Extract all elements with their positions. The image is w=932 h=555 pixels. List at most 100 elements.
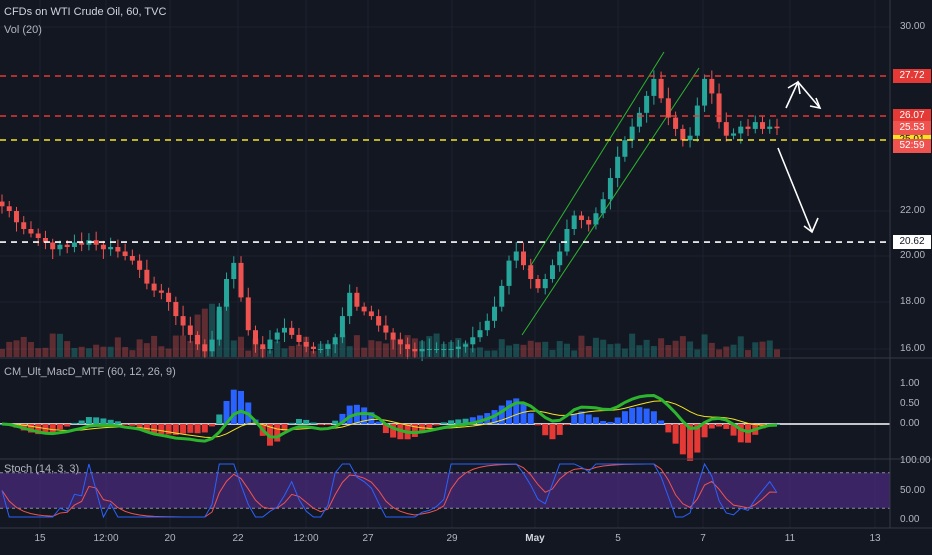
volume-bar <box>165 348 172 357</box>
volume-bar <box>571 350 578 357</box>
macd-histogram-bar <box>238 390 245 424</box>
macd-histogram-bar <box>440 422 447 424</box>
candle <box>731 133 737 136</box>
horizontal-levels <box>0 75 890 243</box>
candle <box>557 251 563 266</box>
volume-bar <box>534 342 541 357</box>
macd-histogram-bar <box>542 424 549 436</box>
candle <box>600 199 606 214</box>
candle <box>528 265 534 279</box>
macd-histogram-bar <box>498 405 505 424</box>
candle <box>129 256 135 261</box>
candle <box>180 316 186 326</box>
candle <box>318 349 324 350</box>
macd-histogram-bar <box>324 424 331 425</box>
volume-bar <box>694 349 701 357</box>
stoch-label: Stoch (14, 3, 3) <box>4 463 80 475</box>
pane-separators <box>0 0 932 529</box>
macd-histogram-bar <box>375 421 382 424</box>
macd-histogram-bar <box>665 424 672 433</box>
macd-histogram-bar <box>165 424 172 435</box>
candle <box>260 344 266 349</box>
candle <box>419 349 425 352</box>
macd-histogram-bar <box>151 424 158 434</box>
candle <box>673 117 679 129</box>
candle <box>296 334 302 342</box>
volume-bar <box>549 349 556 357</box>
volume-bar <box>672 340 679 357</box>
candle <box>622 140 628 157</box>
macd-histogram-bar <box>694 424 701 453</box>
macd-histogram-bar <box>563 424 570 425</box>
volume-bar <box>361 347 368 357</box>
macd-histogram-bar <box>107 419 114 424</box>
macd-histogram-bar <box>172 424 179 435</box>
volume-bar <box>27 342 34 357</box>
macd-histogram-bar <box>100 418 107 424</box>
candle <box>216 306 222 340</box>
macd-histogram-bar <box>520 403 527 424</box>
macd-histogram-bar <box>122 424 129 425</box>
macd-histogram-bar <box>310 422 317 424</box>
candle <box>173 302 179 317</box>
volume-bar <box>172 335 179 357</box>
x-tick: 5 <box>615 533 621 544</box>
y-tick-price: 30.00 <box>900 21 926 32</box>
volume-bar <box>477 347 484 357</box>
macd-histogram-bar <box>56 424 63 430</box>
volume-bar <box>187 341 194 357</box>
volume-bar <box>621 348 628 357</box>
macd-histogram-bar <box>382 424 389 434</box>
arrow-down-shaft <box>777 147 813 233</box>
arrow-down-head <box>803 217 819 234</box>
volume-bar <box>122 346 129 357</box>
volume-bar <box>100 346 107 357</box>
candle <box>71 242 77 247</box>
macd-histogram-bar <box>85 417 92 424</box>
macd-histogram-bar <box>303 419 310 424</box>
macd-histogram-bar <box>629 407 636 424</box>
volume-bar <box>78 346 85 357</box>
macd-histogram-bar <box>578 411 585 424</box>
candle <box>484 320 490 331</box>
candle <box>702 78 708 106</box>
volume-bar <box>158 346 165 357</box>
macd-histogram-bar <box>585 414 592 424</box>
macd-histogram-bar <box>527 413 534 424</box>
candle <box>13 211 19 223</box>
macd-histogram-bar <box>317 424 324 426</box>
candle <box>376 316 382 326</box>
volume-bar <box>0 348 5 357</box>
candle <box>151 283 157 291</box>
volume-bar <box>563 343 570 357</box>
candle <box>492 306 498 321</box>
volume-bar <box>375 341 382 357</box>
volume-bar <box>129 350 136 357</box>
macd-histogram-bar <box>27 424 34 433</box>
volume-bar <box>636 345 643 357</box>
volume-bar <box>774 349 780 357</box>
volume-bar <box>93 344 100 357</box>
candle <box>79 242 85 245</box>
volume-bar <box>629 333 636 357</box>
volume-bar <box>643 339 650 357</box>
macd-histogram-bar <box>592 417 599 424</box>
macd-histogram-bar <box>462 418 469 424</box>
candle <box>361 306 367 312</box>
candle <box>397 339 403 345</box>
volume-bar <box>708 342 715 357</box>
volume-bar <box>382 343 389 357</box>
candle <box>195 334 201 345</box>
macd-signal-line <box>1 400 778 439</box>
volume-bar <box>745 350 752 357</box>
arrow-down-head-2 <box>809 97 822 110</box>
volume-bar <box>295 344 302 357</box>
volume-bar <box>498 339 505 357</box>
candle <box>57 244 63 250</box>
macd-histogram-bar <box>419 424 426 434</box>
volume-bar <box>281 348 288 357</box>
candle <box>274 332 280 340</box>
candle <box>629 126 635 141</box>
macd-pane <box>0 389 890 461</box>
